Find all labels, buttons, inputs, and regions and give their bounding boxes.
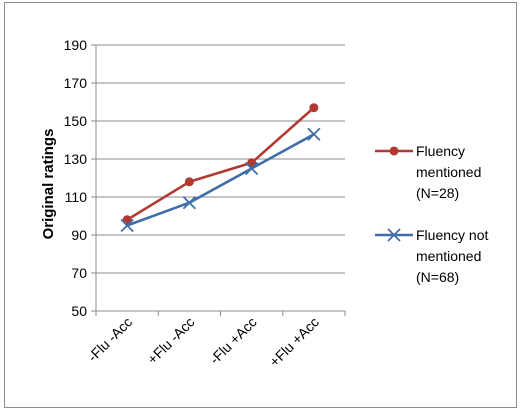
data-point-stroke <box>307 127 321 141</box>
data-point-stroke <box>244 161 259 176</box>
legend-entry-1: Fluency mentioned (N=28) <box>375 143 481 201</box>
series <box>120 103 321 233</box>
x-tick-label: +Flu -Acc <box>144 314 197 367</box>
legend-label: mentioned <box>416 248 481 264</box>
series-line <box>126 133 315 227</box>
axes <box>91 44 346 316</box>
line-chart: 50 70 90 110 130 150 170 190 -Flu -Acc +Flu -Acc… <box>40 37 488 370</box>
chart-frame: 50 70 90 110 130 150 170 190 -Flu -Acc +Flu -Acc… <box>4 2 517 408</box>
y-tick-labels: 50 70 90 110 130 150 170 190 <box>64 37 88 319</box>
legend-entry-2: Fluency not mentioned (N=68) <box>375 227 488 285</box>
legend-label: Fluency not <box>416 227 488 243</box>
y-tick-label: 90 <box>71 227 87 243</box>
data-point <box>309 103 319 113</box>
x-tick-label: +Flu +Acc <box>266 314 322 370</box>
y-tick-label: 110 <box>65 189 88 205</box>
y-axis-title: Original ratings <box>40 129 57 240</box>
y-tick-label: 170 <box>64 75 88 91</box>
y-tick-label: 190 <box>64 37 88 53</box>
y-tick-label: 150 <box>64 113 88 129</box>
legend-label: (N=68) <box>416 269 459 285</box>
x-tick-labels: -Flu -Acc +Flu -Acc -Flu +Acc +Flu +Acc <box>84 314 322 370</box>
data-point-stroke <box>120 218 134 233</box>
series-line <box>126 106 315 221</box>
legend-swatch-marker <box>389 146 399 156</box>
legend: Fluency mentioned (N=28) Fluency not mention… <box>375 143 488 285</box>
data-point-stroke <box>182 196 197 210</box>
y-tick-label: 130 <box>64 151 88 167</box>
legend-label: (N=28) <box>416 185 459 201</box>
legend-label: Fluency <box>416 143 465 159</box>
data-point <box>182 196 197 210</box>
data-point <box>184 177 194 187</box>
y-tick-label: 70 <box>71 265 87 281</box>
data-point <box>120 218 134 233</box>
legend-label: mentioned <box>416 164 481 180</box>
data-point <box>244 161 259 176</box>
data-point <box>307 127 321 141</box>
x-tick-label: -Flu +Acc <box>206 314 259 367</box>
gridlines <box>96 44 345 274</box>
x-tick-label: -Flu -Acc <box>84 314 135 365</box>
series-2 <box>120 127 321 233</box>
y-tick-label: 50 <box>71 303 87 319</box>
legend-swatch-marker <box>387 228 401 242</box>
